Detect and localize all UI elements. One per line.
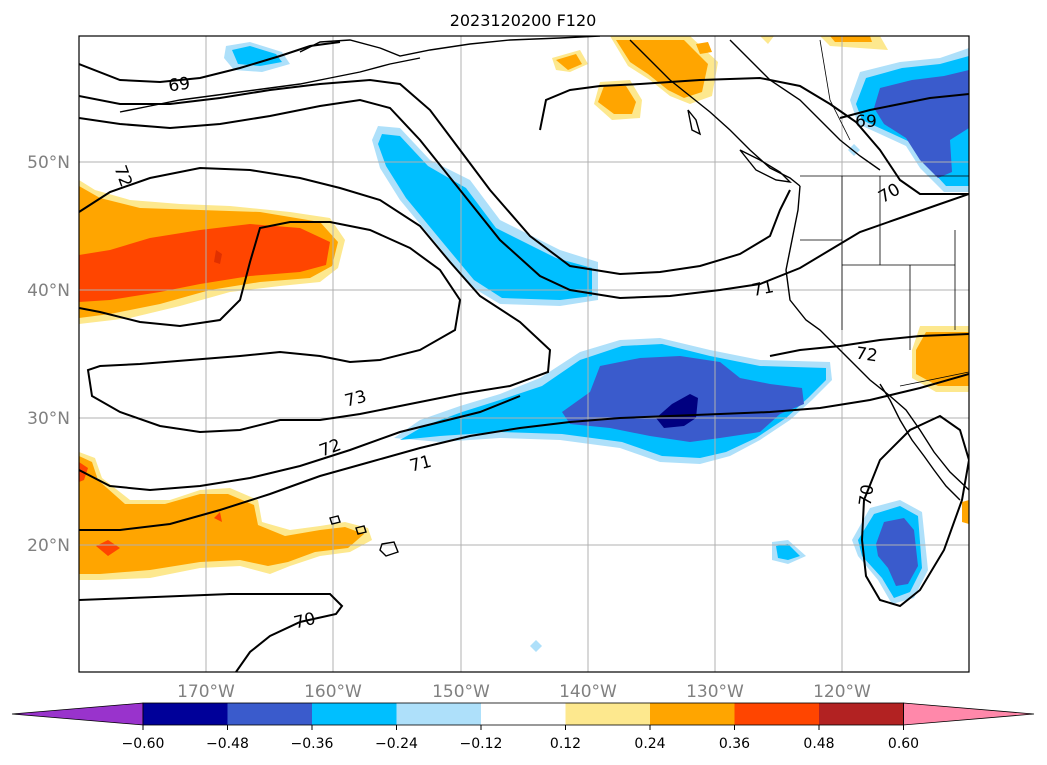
contour-label-69-east: 69 bbox=[855, 112, 877, 132]
lon-label-150w: 150°W bbox=[432, 682, 490, 702]
latitude-labels: 50°N 40°N 30°N 20°N bbox=[27, 153, 70, 556]
colorbar-segment-cyan bbox=[312, 703, 397, 725]
colorbar-tick-label: 0.24 bbox=[634, 736, 665, 752]
colorbar-segment-red-orange bbox=[734, 703, 820, 725]
colorbar-segment-white bbox=[481, 703, 566, 725]
warm-anomaly-gulf-alaska-orange bbox=[616, 40, 708, 98]
map-background bbox=[79, 36, 969, 672]
colorbar-tick-label: −0.60 bbox=[122, 736, 165, 752]
colorbar-tick-label: 0.36 bbox=[719, 736, 750, 752]
contour-lines bbox=[79, 41, 969, 672]
haida-gwaii bbox=[687, 109, 702, 136]
baja-peninsula bbox=[879, 383, 961, 501]
lon-label-160w: 160°W bbox=[304, 682, 362, 702]
contour-71-south bbox=[79, 373, 969, 531]
lon-label-170w: 170°W bbox=[177, 682, 235, 702]
contour-label-70-baja: 70 bbox=[856, 483, 879, 507]
colorbar-segments bbox=[11, 702, 1035, 726]
warm-anomaly-small-1 bbox=[696, 42, 712, 54]
map-frame bbox=[78, 35, 970, 673]
contour-72-south bbox=[79, 395, 521, 492]
cold-anomaly-small-west-cyan bbox=[232, 46, 282, 66]
contour-outer-west bbox=[79, 78, 791, 276]
contour-70-baja bbox=[860, 414, 969, 608]
us-mexico-border bbox=[899, 371, 969, 387]
map-panel: 69 69 72 70 71 72 73 72 71 70 70 bbox=[78, 35, 970, 673]
lon-label-130w: 130°W bbox=[686, 682, 744, 702]
colorbar-segment-yellow bbox=[565, 703, 651, 725]
colorbar-over-arrow bbox=[903, 702, 1035, 726]
borders bbox=[800, 39, 969, 387]
alaska-coast bbox=[299, 36, 601, 57]
contour-69-north bbox=[79, 41, 341, 84]
chart-title: 2023120200 F120 bbox=[450, 11, 597, 30]
colorbar-segment-navy bbox=[143, 703, 228, 725]
contour-72-east bbox=[769, 333, 969, 357]
warm-anomaly-top-right-orange bbox=[830, 36, 872, 42]
warm-anomaly-far-east bbox=[962, 500, 969, 524]
contour-label-71-north: 71 bbox=[750, 277, 775, 301]
colorbar-segment-dark-red bbox=[819, 703, 904, 725]
colorbar-tick-label: 0.12 bbox=[550, 736, 581, 752]
longitude-labels: 170°W 160°W 150°W 140°W 130°W 120°W bbox=[177, 682, 871, 702]
cold-anomaly-baja-blue bbox=[876, 518, 918, 586]
coastlines bbox=[119, 36, 969, 557]
warm-anomaly-alaska-patch-orange bbox=[598, 86, 636, 114]
aleutian-islands bbox=[119, 57, 421, 113]
contour-73-loop bbox=[79, 166, 552, 434]
warm-anomaly-small-2 bbox=[760, 36, 774, 44]
contour-69-east bbox=[839, 93, 969, 119]
warm-anomaly-aleutian-orange bbox=[556, 54, 582, 70]
cold-anomaly-subtropic-core bbox=[656, 394, 698, 428]
bc-coast bbox=[729, 39, 881, 171]
colorbar-under-arrow bbox=[11, 702, 144, 726]
cold-anomaly-dot bbox=[530, 640, 542, 652]
lat-label-20n: 20°N bbox=[27, 536, 70, 556]
contour-70-south bbox=[79, 593, 344, 672]
colorbar-tick-label: −0.36 bbox=[291, 736, 334, 752]
warm-anomaly-west-red bbox=[79, 224, 330, 302]
lat-label-40n: 40°N bbox=[27, 281, 70, 301]
lat-label-50n: 50°N bbox=[27, 153, 70, 173]
cold-anomaly-ne-cyan bbox=[378, 134, 592, 300]
colorbar-frame bbox=[142, 702, 904, 726]
contour-label-72-east: 72 bbox=[855, 344, 879, 367]
colorbar-tick-label: −0.12 bbox=[460, 736, 503, 752]
warm-anomaly-baja-orange bbox=[916, 332, 969, 386]
colorbar-segment-blue bbox=[227, 703, 313, 725]
warm-anomaly-west-core bbox=[214, 250, 222, 264]
colorbar-tick-label: 0.60 bbox=[888, 736, 919, 752]
colorbar-ticks: −0.60 −0.48 −0.36 −0.24 −0.12 0.12 0.24 0.36 0.4… bbox=[122, 725, 919, 752]
cold-anomaly-small-east-cyan bbox=[776, 544, 800, 560]
colorbar-segment-orange bbox=[650, 703, 735, 725]
colorbar: −0.60 −0.48 −0.36 −0.24 −0.12 0.12 0.24 0.36 0.4… bbox=[11, 702, 1035, 752]
vancouver-island bbox=[739, 149, 792, 183]
contour-70-pacific-nw bbox=[539, 76, 969, 195]
us-west-coast bbox=[785, 185, 969, 491]
state-borders bbox=[800, 176, 956, 350]
colorbar-tick-label: −0.48 bbox=[206, 736, 249, 752]
canada-province-border bbox=[819, 39, 851, 141]
colorbar-tick-label: 0.48 bbox=[803, 736, 834, 752]
hawaii-islands bbox=[329, 515, 399, 557]
alaska-panhandle bbox=[629, 39, 801, 187]
lat-label-30n: 30°N bbox=[27, 409, 70, 429]
colorbar-tick-label: −0.24 bbox=[375, 736, 418, 752]
lon-label-120w: 120°W bbox=[813, 682, 871, 702]
contour-72-west bbox=[79, 98, 969, 300]
colorbar-segment-light-blue bbox=[396, 703, 482, 725]
lon-label-140w: 140°W bbox=[559, 682, 617, 702]
contour-label-69-west: 69 bbox=[167, 74, 191, 97]
